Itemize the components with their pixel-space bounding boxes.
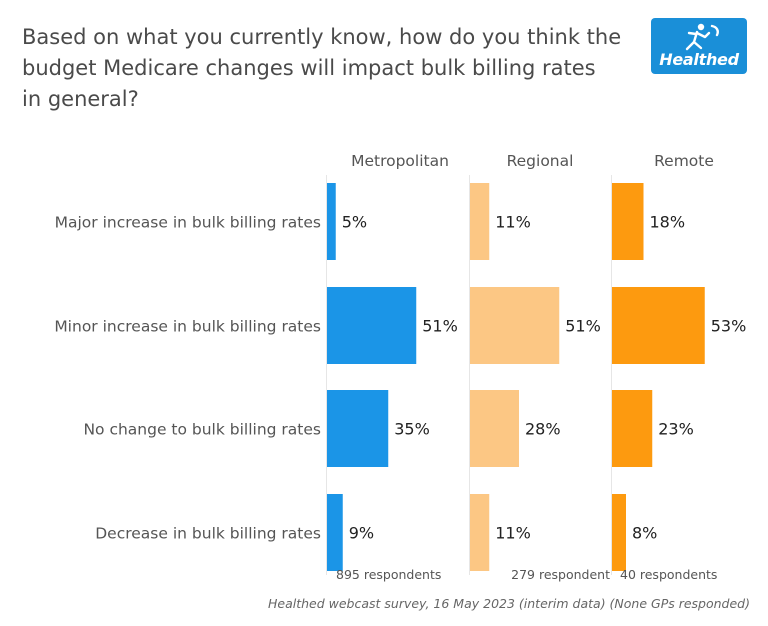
bar — [470, 390, 519, 467]
chart-title-line-1: Based on what you currently know, how do… — [22, 25, 622, 49]
panel-header: Remote — [654, 152, 714, 170]
data-label: 5% — [342, 213, 367, 232]
data-label: 8% — [632, 524, 657, 543]
runner-icon — [685, 23, 719, 51]
data-label: 51% — [422, 317, 458, 336]
data-label: 23% — [658, 420, 694, 439]
category-label: Minor increase in bulk billing rates — [54, 318, 321, 336]
source-note: Healthed webcast survey, 16 May 2023 (in… — [267, 596, 750, 611]
chart-title-line-2: budget Medicare changes will impact bulk… — [22, 56, 596, 80]
respondent-count: 40 respondents — [620, 567, 717, 582]
bar — [612, 494, 626, 571]
data-label: 9% — [349, 524, 374, 543]
category-label: Major increase in bulk billing rates — [55, 214, 321, 232]
logo-wordmark: Healthed — [659, 50, 739, 69]
panel-header: Metropolitan — [351, 152, 449, 170]
bar — [327, 494, 343, 571]
category-label: No change to bulk billing rates — [83, 421, 321, 439]
bar — [327, 390, 389, 467]
bar — [327, 183, 336, 260]
bar — [327, 287, 417, 364]
bar — [470, 494, 490, 571]
respondent-count: 279 respondent — [511, 567, 610, 582]
bar — [612, 183, 644, 260]
healthed-logo: Healthed — [651, 18, 747, 74]
category-label: Decrease in bulk billing rates — [95, 525, 321, 543]
data-label: 51% — [565, 317, 601, 336]
panel-header: Regional — [507, 152, 574, 170]
data-label: 11% — [495, 213, 531, 232]
chart-title-line-3: in general? — [22, 87, 139, 111]
data-label: 35% — [394, 420, 430, 439]
data-label: 11% — [495, 524, 531, 543]
bar — [612, 287, 705, 364]
bar — [470, 287, 560, 364]
data-label: 28% — [525, 420, 561, 439]
respondent-count: 895 respondents — [336, 567, 441, 582]
bar — [612, 390, 653, 467]
chart-title: Based on what you currently know, how do… — [22, 22, 642, 115]
data-label: 53% — [711, 317, 747, 336]
bar — [470, 183, 490, 260]
data-label: 18% — [650, 213, 686, 232]
